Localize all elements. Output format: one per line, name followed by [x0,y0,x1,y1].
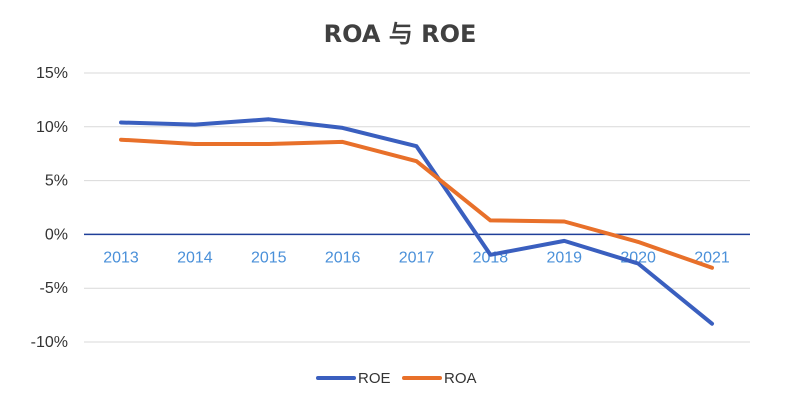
legend-label-roa: ROA [444,370,477,387]
series-layer [119,117,714,326]
x-tick-label: 2014 [177,249,213,266]
x-tick-label: 2021 [694,249,730,266]
y-tick-label: -10% [31,334,68,351]
x-tick-label: 2015 [251,249,287,266]
series-line-roa [119,137,714,270]
y-tick-label: 10% [36,119,68,136]
y-tick-label: 15% [36,65,68,82]
legend-label-roe: ROE [358,370,391,387]
y-tick-label: -5% [40,280,68,297]
x-tick-label: 2013 [103,249,139,266]
x-tick-label: 2019 [546,249,582,266]
y-tick-label: 0% [45,226,68,243]
series-line-roe [119,117,714,326]
x-tick-label: 2016 [325,249,361,266]
grid-layer [84,72,750,343]
y-axis-labels: 15% 10% 5% 0% -5% -10% [31,65,68,351]
x-tick-label: 2017 [399,249,435,266]
legend: ROE ROA [316,370,477,387]
x-axis-labels: 2013 2014 2015 2016 2017 2018 2019 2020 2021 [103,249,730,266]
y-tick-label: 5% [45,173,68,190]
chart-title: ROA 与 ROE [324,20,477,48]
